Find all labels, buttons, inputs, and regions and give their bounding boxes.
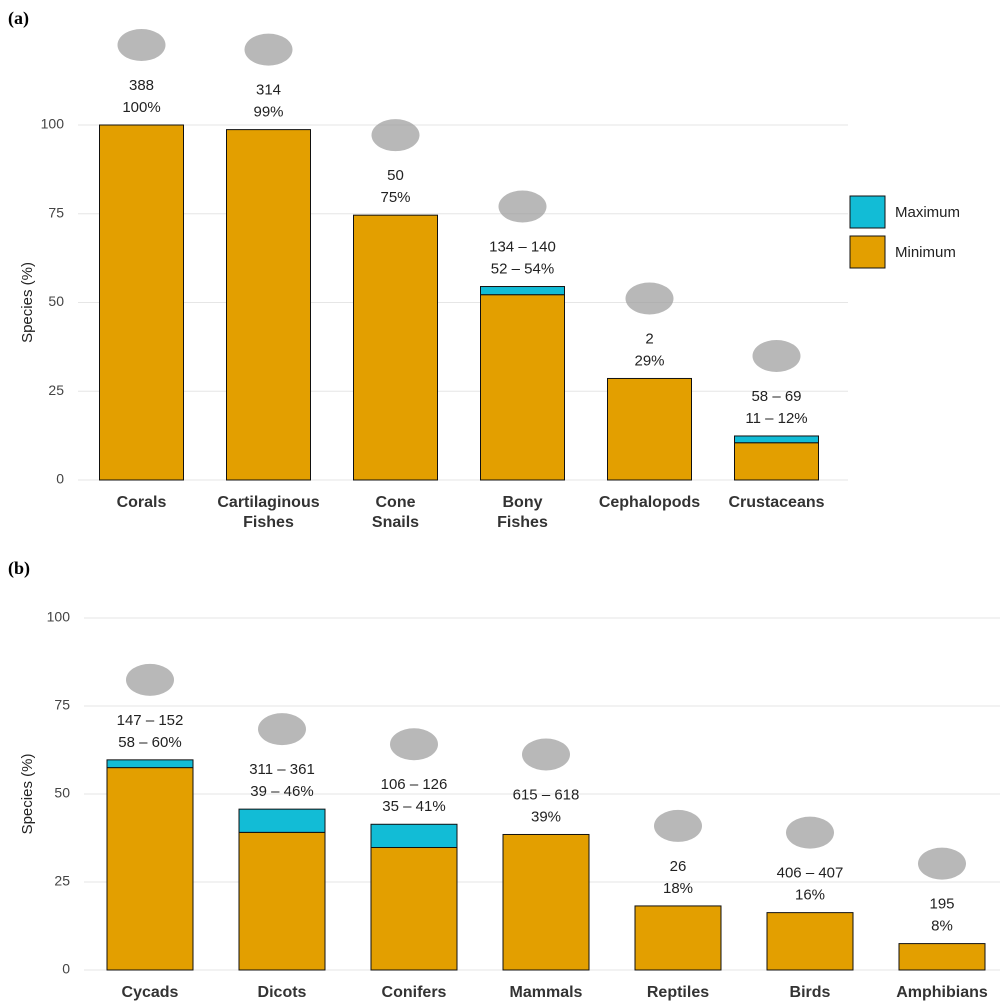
legend-label: Maximum xyxy=(895,204,960,221)
x-tick-label: Crustaceans xyxy=(728,494,824,511)
count-label: 388 xyxy=(129,77,154,94)
bar-segment xyxy=(370,847,458,971)
y-tick-label: 75 xyxy=(48,204,64,220)
percent-label: 16% xyxy=(795,887,825,904)
x-tick-label: Dicots xyxy=(258,984,307,1001)
count-label: 314 xyxy=(256,82,281,99)
y-tick-label: 50 xyxy=(48,293,64,309)
taxon-icon xyxy=(752,339,801,372)
x-tick-label: Conifers xyxy=(382,984,447,1001)
taxon-icon xyxy=(390,728,438,761)
taxon-icon xyxy=(498,190,547,223)
x-tick-label-line: Cone xyxy=(376,494,416,511)
taxon-icon xyxy=(654,809,702,842)
count-label: 58 – 69 xyxy=(751,388,801,405)
bar-segment xyxy=(370,823,458,849)
legend-swatch xyxy=(849,235,886,269)
x-tick-label-line: Cartilaginous xyxy=(217,494,319,511)
percent-label: 39% xyxy=(531,808,561,825)
y-axis-label: Species (%) xyxy=(19,754,36,835)
taxon-icon xyxy=(258,713,306,746)
x-tick-label: Bony Fishes xyxy=(497,494,548,531)
y-tick-label: 100 xyxy=(47,609,71,625)
count-label: 311 – 361 xyxy=(249,761,315,778)
y-tick-label: 0 xyxy=(62,961,70,977)
y-axis-label: Species (%) xyxy=(19,262,36,343)
percent-label: 75% xyxy=(380,189,410,206)
bar-segment xyxy=(480,294,565,481)
bar-segment xyxy=(898,943,986,971)
bar-segment xyxy=(99,124,184,481)
panel-tag: (b) xyxy=(8,558,30,579)
percent-label: 35 – 41% xyxy=(382,798,445,815)
legend-label: Minimum xyxy=(895,244,956,261)
percent-label: 58 – 60% xyxy=(118,734,181,751)
bar-segment xyxy=(480,286,565,296)
x-tick-label: Amphibians xyxy=(896,984,988,1001)
x-tick-label-line: Snails xyxy=(372,514,419,531)
bar-segment xyxy=(502,833,590,971)
x-tick-label-line: Bony xyxy=(503,494,543,511)
bar-segment xyxy=(607,377,692,481)
taxon-icon xyxy=(522,738,570,771)
count-label: 106 – 126 xyxy=(381,776,448,793)
panel-tag: (a) xyxy=(8,8,29,29)
percent-label: 100% xyxy=(122,99,160,116)
x-tick-label: Cartilaginous Fishes xyxy=(217,494,319,531)
percent-label: 11 – 12% xyxy=(745,410,807,427)
x-tick-label: Corals xyxy=(117,494,167,511)
x-tick-label: Birds xyxy=(790,984,831,1001)
percent-label: 52 – 54% xyxy=(491,260,554,277)
x-tick-label: Cycads xyxy=(122,984,179,1001)
taxon-icon xyxy=(371,119,420,152)
count-label: 147 – 152 xyxy=(117,712,184,729)
taxon-icon xyxy=(117,29,166,61)
bar-segment xyxy=(238,831,326,971)
x-tick-label: Mammals xyxy=(510,984,583,1001)
bar-segment xyxy=(226,129,311,481)
percent-label: 39 – 46% xyxy=(250,783,313,800)
percent-label: 29% xyxy=(634,352,664,369)
count-label: 134 – 140 xyxy=(489,238,556,255)
taxon-icon xyxy=(126,663,174,696)
taxon-icon xyxy=(244,33,293,66)
percent-label: 99% xyxy=(253,104,283,121)
bar-segment xyxy=(353,214,438,481)
bar-segment xyxy=(106,767,194,971)
y-tick-label: 100 xyxy=(41,116,65,132)
bar-segment xyxy=(766,912,854,971)
count-label: 195 xyxy=(929,896,954,913)
percent-label: 8% xyxy=(931,918,953,935)
taxon-icon xyxy=(625,282,674,315)
y-tick-label: 75 xyxy=(54,697,70,713)
y-tick-label: 25 xyxy=(54,873,70,889)
count-label: 2 xyxy=(645,330,653,347)
y-tick-label: 25 xyxy=(48,382,64,398)
percent-label: 18% xyxy=(663,880,693,897)
x-tick-label-line: Fishes xyxy=(497,514,548,531)
taxon-icon xyxy=(786,816,834,849)
bar-segment xyxy=(734,442,819,481)
count-label: 26 xyxy=(670,858,687,875)
bar-segment xyxy=(634,905,722,971)
taxon-icon xyxy=(918,847,966,880)
bar-segment xyxy=(106,759,194,769)
legend-swatch xyxy=(849,195,886,229)
x-tick-label-line: Fishes xyxy=(243,514,294,531)
count-label: 406 – 407 xyxy=(777,865,844,882)
count-label: 615 – 618 xyxy=(513,786,580,803)
y-tick-label: 0 xyxy=(56,471,64,487)
x-tick-label: Cone Snails xyxy=(372,494,419,531)
x-tick-label: Reptiles xyxy=(647,984,709,1001)
bar-segment xyxy=(734,435,819,444)
x-tick-label: Cephalopods xyxy=(599,494,700,511)
count-label: 50 xyxy=(387,167,404,184)
bar-segment xyxy=(238,808,326,833)
y-tick-label: 50 xyxy=(54,785,70,801)
